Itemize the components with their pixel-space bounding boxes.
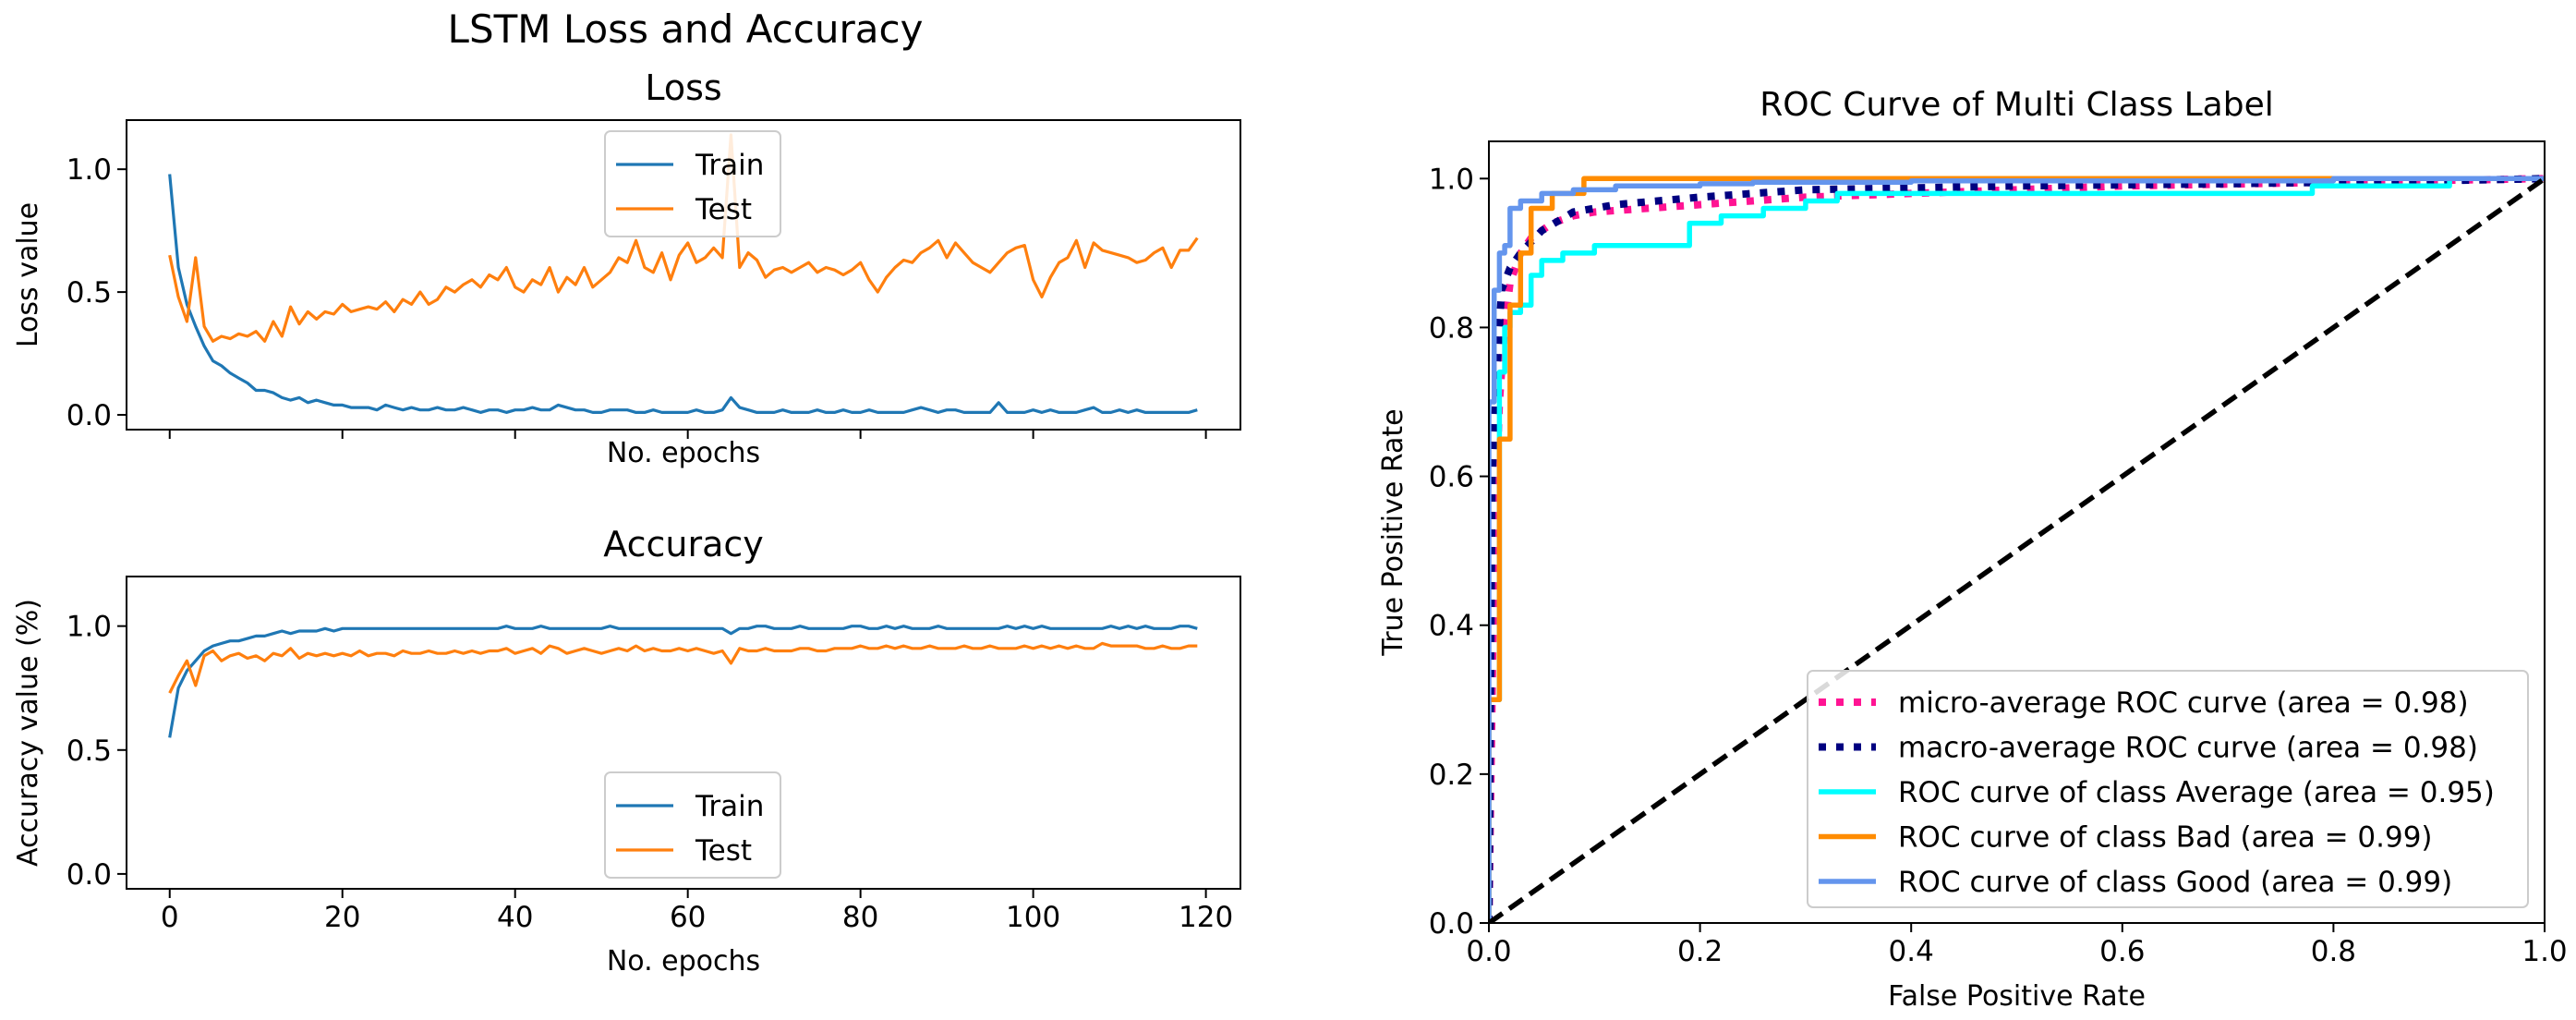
- accuracy-axes-frame: [126, 576, 1241, 890]
- loss-legend-label: Test: [695, 193, 752, 226]
- roc-ylabel: True Positive Rate: [1377, 408, 1409, 656]
- roc-legend-label: ROC curve of class Good (area = 0.99): [1898, 866, 2452, 899]
- accuracy-xlabel: No. epochs: [607, 945, 760, 978]
- figure-suptitle: LSTM Loss and Accuracy: [448, 6, 924, 52]
- loss-legend-box: [604, 130, 781, 237]
- roc-xtick-label: 0.0: [1466, 935, 1511, 968]
- accuracy-xtick-label: 120: [1179, 901, 1233, 934]
- roc-xtick-label: 0.6: [2099, 935, 2145, 968]
- roc-xtick-label: 0.8: [2311, 935, 2356, 968]
- roc-axes-frame: [1488, 140, 2546, 924]
- roc-ytick-label: 0.4: [1429, 610, 1474, 643]
- accuracy-legend-box: [604, 771, 781, 879]
- roc-series-group: [1489, 175, 2545, 923]
- loss-legend-label: Train: [695, 149, 764, 182]
- roc-legend-label: ROC curve of class Bad (area = 0.99): [1898, 821, 2433, 855]
- accuracy-xtick-label: 40: [497, 901, 533, 934]
- loss-panel: Loss 0.0 0.5 1.0 No. epochs Loss value Train Te…: [12, 67, 1241, 469]
- accuracy-series-group: [168, 625, 1198, 738]
- roc-xtick-label: 1.0: [2522, 935, 2567, 968]
- loss-legend: Train Test: [604, 130, 781, 237]
- roc-line-4: [1489, 176, 2545, 923]
- roc-ytick-label: 0.6: [1429, 461, 1474, 494]
- accuracy-legend: Train Test: [604, 771, 781, 879]
- accuracy-ytick-label: 0.5: [67, 735, 112, 768]
- roc-xtick-label: 0.2: [1677, 935, 1723, 968]
- loss-series-group: [168, 133, 1199, 414]
- accuracy-line-1: [168, 641, 1198, 694]
- loss-ytick-label: 0.0: [67, 399, 112, 432]
- loss-xlabel: No. epochs: [607, 437, 760, 469]
- accuracy-ytick-label: 0.0: [67, 858, 112, 892]
- loss-title: Loss: [645, 67, 721, 108]
- roc-legend-label: macro-average ROC curve (area = 0.98): [1898, 732, 2478, 765]
- accuracy-xtick-label: 20: [324, 901, 360, 934]
- accuracy-xtick-label: 80: [842, 901, 878, 934]
- loss-line-1: [168, 133, 1199, 343]
- loss-axes-frame: [126, 119, 1241, 431]
- roc-ytick-label: 1.0: [1429, 163, 1474, 196]
- accuracy-ytick-label: 1.0: [67, 611, 112, 644]
- accuracy-xtick-label: 60: [670, 901, 706, 934]
- loss-ytick-label: 1.0: [67, 153, 112, 187]
- loss-line-0: [168, 174, 1198, 414]
- accuracy-line-0: [168, 625, 1198, 738]
- accuracy-xtick-label: 0: [161, 901, 179, 934]
- roc-xtick-label: 0.4: [1889, 935, 1934, 968]
- roc-line-2: [1489, 176, 2545, 923]
- roc-legend: micro-average ROC curve (area = 0.98) mac…: [1807, 670, 2529, 908]
- accuracy-legend-label: Test: [695, 834, 752, 868]
- roc-title: ROC Curve of Multi Class Label: [1760, 86, 2273, 124]
- accuracy-legend-label: Train: [695, 790, 764, 823]
- accuracy-xtick-label: 100: [1006, 901, 1060, 934]
- accuracy-ylabel: Accuracy value (%): [12, 599, 44, 867]
- roc-legend-label: micro-average ROC curve (area = 0.98): [1898, 686, 2469, 720]
- roc-ytick-label: 0.0: [1429, 907, 1474, 941]
- roc-line-1: [1489, 175, 2545, 923]
- roc-ytick-label: 0.8: [1429, 311, 1474, 345]
- roc-line-diagonal: [1489, 176, 2545, 923]
- accuracy-panel: Accuracy 0 20 40 60 80 100 120 0.0 0.5 1.0 No. epoc…: [12, 524, 1241, 978]
- roc-legend-box: [1807, 670, 2529, 908]
- roc-legend-label: ROC curve of class Average (area = 0.95): [1898, 776, 2495, 809]
- roc-ytick-label: 0.2: [1429, 759, 1474, 792]
- loss-ylabel: Loss value: [12, 202, 44, 347]
- loss-ytick-label: 0.5: [67, 276, 112, 310]
- roc-panel: ROC Curve of Multi Class Label 0.0 0.2 0.4 0…: [1377, 86, 2568, 1013]
- accuracy-title: Accuracy: [603, 524, 764, 565]
- roc-xlabel: False Positive Rate: [1888, 980, 2146, 1013]
